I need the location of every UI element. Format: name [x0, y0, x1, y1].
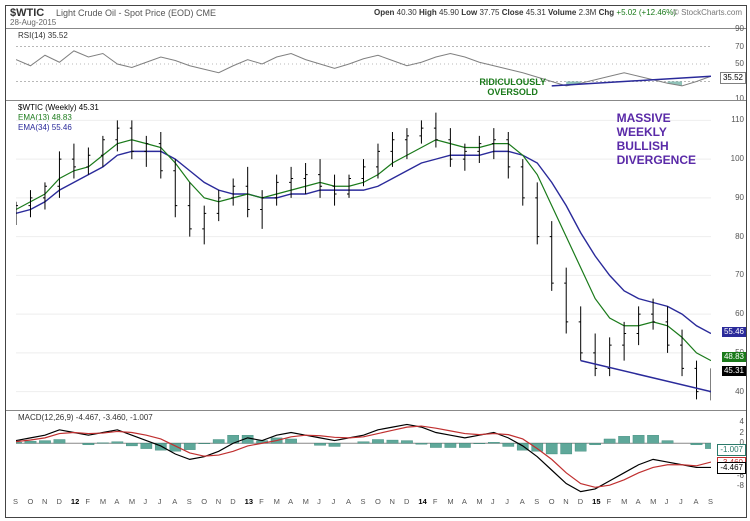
rsi-panel: RSI(14) 35.52 1030507090 RIDICULOUSLY OV… [6, 28, 746, 99]
macd-chart [16, 411, 711, 497]
ema13-tag: 48.83 [722, 352, 746, 362]
divergence-annotation: MASSIVE WEEKLY BULLISH DIVERGENCE [617, 111, 696, 167]
ema34-tag: 55.46 [722, 327, 746, 337]
macd-panel: MACD(12,26,9) -4.467, -3.460, -1.007 -8-… [6, 410, 746, 497]
rsi-chart [16, 29, 711, 99]
symbol-desc: Light Crude Oil - Spot Price (EOD) CME [56, 8, 216, 18]
price-panel: $WTIC (Weekly) 45.31 EMA(13) 48.83 EMA(3… [6, 100, 746, 411]
ohlc-readout: Open 40.30 High 45.90 Low 37.75 Close 45… [374, 8, 676, 17]
chart-header: $WTIC Light Crude Oil - Spot Price (EOD)… [6, 6, 746, 28]
macd-line-tag: -4.467 [717, 462, 746, 474]
macd-hist-tag: -1.007 [717, 444, 746, 456]
chart-date: 28-Aug-2015 [10, 18, 56, 27]
price-last-tag: 45.31 [722, 366, 746, 376]
oversold-annotation: RIDICULOUSLY OVERSOLD [479, 77, 546, 97]
price-chart [16, 101, 711, 411]
watermark: © StockCharts.com [673, 8, 742, 17]
time-axis: SOND12FMAMJJASOND13FMAMJJASOND14FMAMJJAS… [16, 496, 711, 508]
chart-frame: $WTIC Light Crude Oil - Spot Price (EOD)… [5, 5, 747, 518]
rsi-last-tag: 35.52 [720, 72, 746, 84]
